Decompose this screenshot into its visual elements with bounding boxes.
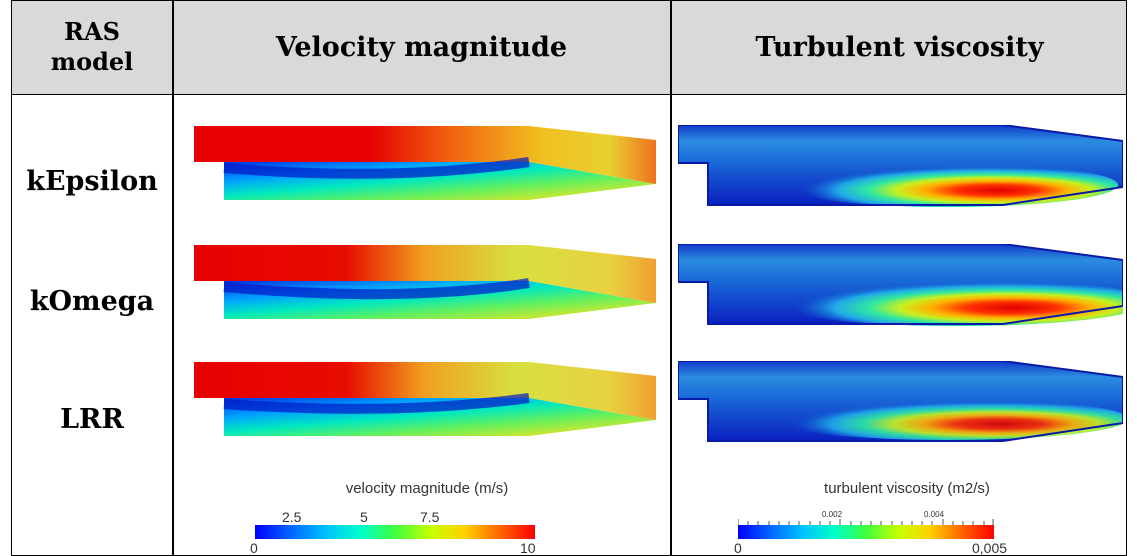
turbulent-colorbar-max: 0,005 bbox=[972, 540, 1008, 556]
turbulent-colorbar bbox=[738, 519, 994, 539]
table-header: RAS model Velocity magnitude Turbulent v… bbox=[12, 1, 1126, 95]
velocity-colorbar-tick-1: 2.5 bbox=[282, 509, 302, 525]
turbulent-colorbar-min: 0 bbox=[734, 540, 742, 556]
velocity-colorbar bbox=[255, 525, 535, 539]
header-velocity-magnitude: Velocity magnitude bbox=[275, 31, 568, 63]
turbulent-plot-kepsilon bbox=[678, 125, 1123, 207]
row-label-komega: kOmega bbox=[29, 286, 155, 317]
velocity-colorbar-title: velocity magnitude (m/s) bbox=[345, 480, 509, 497]
turbulent-plot-lrr bbox=[678, 361, 1123, 442]
velocity-colorbar-max: 10 bbox=[520, 540, 536, 556]
results-table: RAS model Velocity magnitude Turbulent v… bbox=[11, 0, 1127, 556]
row-label-kepsilon: kEpsilon bbox=[26, 166, 158, 197]
velocity-plot-komega bbox=[194, 245, 656, 319]
header-turbulent-viscosity: Turbulent viscosity bbox=[755, 31, 1044, 63]
turbulent-plot-komega bbox=[678, 244, 1123, 326]
header-ras-model: RAS model bbox=[12, 1, 172, 93]
velocity-plot-lrr bbox=[194, 362, 656, 436]
header-ras-model-line1: RAS bbox=[64, 17, 120, 46]
column-divider-2 bbox=[670, 1, 672, 555]
velocity-colorbar-tick-3: 7.5 bbox=[420, 509, 440, 525]
turbulent-colorbar-tick-2: 0.004 bbox=[924, 510, 945, 519]
turbulent-colorbar-title: turbulent viscosity (m2/s) bbox=[824, 480, 990, 497]
column-divider-1 bbox=[172, 1, 174, 555]
velocity-colorbar-min: 0 bbox=[250, 540, 258, 556]
row-label-lrr: LRR bbox=[60, 404, 124, 435]
header-ras-model-line2: model bbox=[50, 47, 134, 76]
velocity-colorbar-tick-2: 5 bbox=[360, 509, 368, 525]
velocity-plot-kepsilon bbox=[194, 126, 656, 200]
turbulent-colorbar-tick-1: 0.002 bbox=[822, 510, 843, 519]
